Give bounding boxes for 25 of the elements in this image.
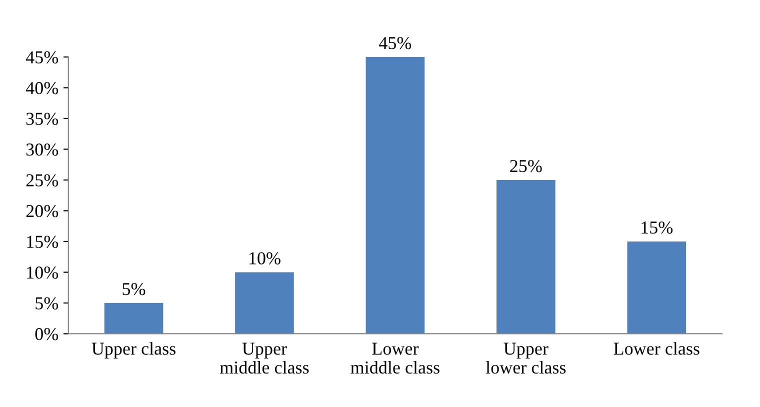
bar: [104, 302, 164, 334]
y-tick-label: 0%: [35, 328, 58, 340]
x-tick-label: Lower class: [614, 342, 700, 355]
y-tick-label: 45%: [26, 51, 58, 64]
y-tick-label: 40%: [26, 82, 58, 94]
data-label: 10%: [250, 252, 280, 264]
bar: [627, 241, 686, 334]
data-label: 5%: [122, 282, 146, 296]
y-tick-label: 5%: [36, 297, 58, 310]
bar: [496, 180, 556, 334]
data-label: 45%: [379, 36, 412, 50]
y-tick-label: 25%: [26, 174, 58, 186]
bar: [366, 56, 425, 334]
x-tick-label: Upper class: [92, 342, 176, 358]
data-label: 15%: [642, 221, 673, 234]
y-tick-label: 10%: [27, 266, 58, 279]
bar: [235, 272, 294, 334]
x-tick-label: Upper lower class: [486, 342, 566, 374]
data-label: 25%: [510, 160, 542, 172]
x-tick-label: Upper middle class: [220, 342, 309, 374]
x-tick-label: Lower middle class: [350, 342, 440, 374]
y-tick-label: 30%: [26, 143, 58, 156]
y-tick-label: 20%: [26, 204, 58, 218]
y-tick-label: 15%: [27, 236, 58, 248]
y-tick-label: 35%: [26, 112, 58, 125]
